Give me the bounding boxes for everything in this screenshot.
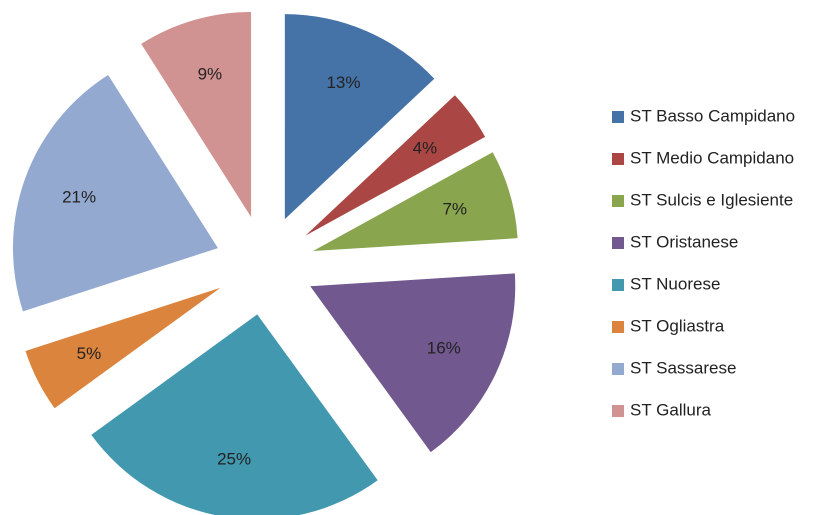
legend-label: ST Sassarese: [630, 358, 736, 377]
pie-slice: [284, 14, 435, 220]
legend-swatch: [612, 321, 624, 333]
legend-label: ST Gallura: [630, 400, 711, 419]
legend-label: ST Sulcis e Iglesiente: [630, 190, 793, 209]
legend-label: ST Ogliastra: [630, 316, 725, 335]
legend-swatch: [612, 237, 624, 249]
legend-label: ST Oristanese: [630, 232, 738, 251]
data-label: 5%: [77, 344, 102, 363]
pie-slice: [310, 273, 516, 453]
data-label: 4%: [413, 138, 438, 157]
legend-label: ST Basso Campidano: [630, 106, 795, 125]
legend-swatch: [612, 363, 624, 375]
legend-label: ST Medio Campidano: [630, 148, 794, 167]
data-label: 16%: [427, 339, 461, 358]
legend-swatch: [612, 405, 624, 417]
legend-label: ST Nuorese: [630, 274, 720, 293]
pie-slice: [313, 152, 518, 252]
data-label: 21%: [62, 188, 96, 207]
legend-swatch: [612, 195, 624, 207]
legend-swatch: [612, 111, 624, 123]
pie-slice: [12, 74, 218, 312]
pie-slice: [305, 95, 486, 236]
legend-swatch: [612, 279, 624, 291]
data-label: 9%: [198, 65, 223, 84]
data-label: 7%: [442, 199, 467, 218]
pie-slice: [25, 287, 221, 409]
legend-swatch: [612, 153, 624, 165]
pie-slice: [141, 11, 252, 217]
data-label: 13%: [326, 73, 360, 92]
pie-slice: [91, 314, 378, 515]
data-label: 25%: [217, 450, 251, 469]
